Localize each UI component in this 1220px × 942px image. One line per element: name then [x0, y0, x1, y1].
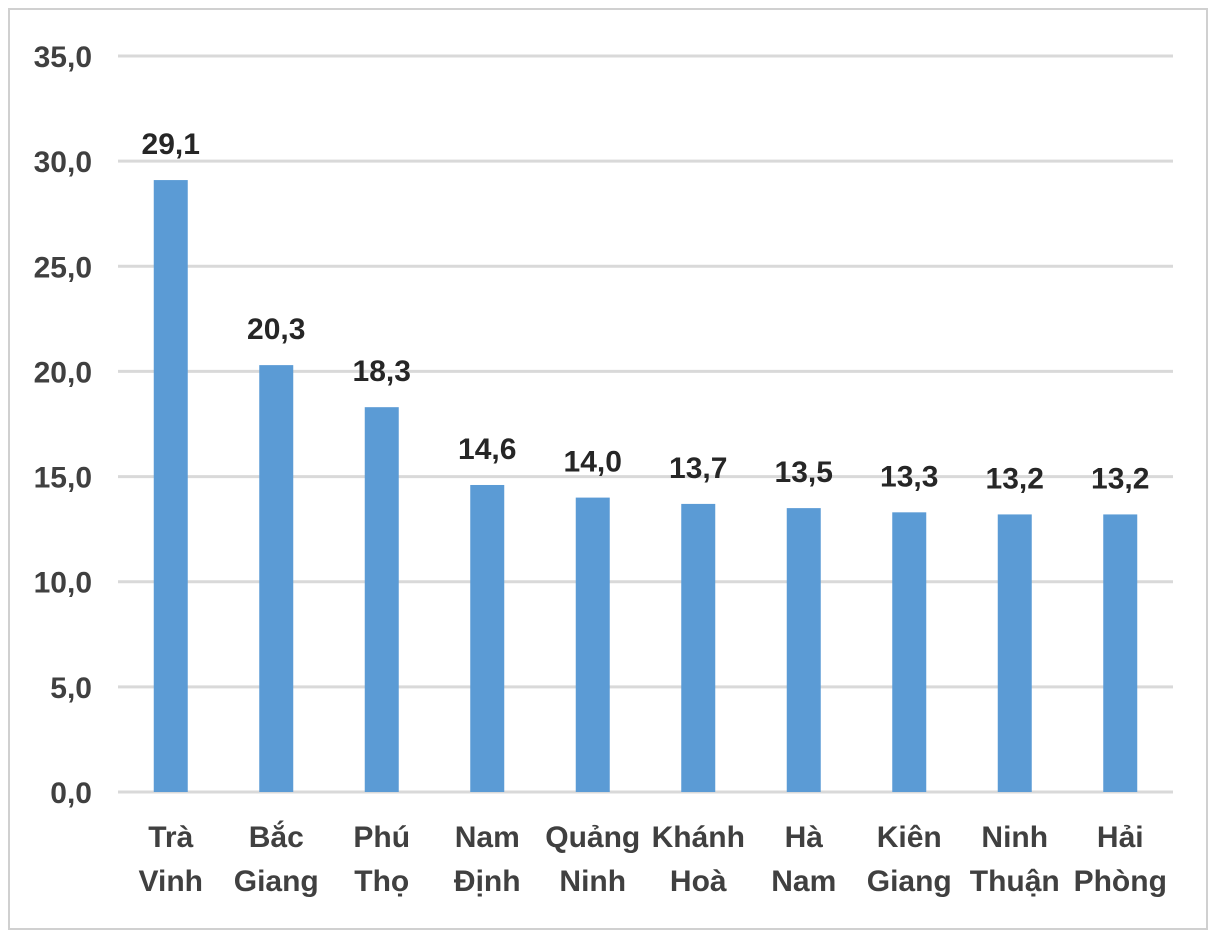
category-label: Kiên	[877, 821, 942, 854]
value-label: 14,0	[564, 446, 622, 479]
category-label: Trà	[148, 821, 193, 854]
category-label: Giang	[867, 865, 952, 898]
y-tick-label: 35,0	[34, 41, 92, 74]
category-label: Hoà	[670, 865, 727, 898]
bar	[1103, 514, 1138, 792]
category-labels: Trà Vinh Bắc Giang Phú Thọ Nam Định Quảng Ninh Khá…	[139, 820, 1167, 898]
y-axis-tick-labels: 0,0 5,0 10,0 15,0 20,0 25,0 30,0 35,0	[34, 41, 92, 810]
bar	[892, 512, 927, 792]
category-label: Vinh	[139, 865, 203, 898]
y-tick-label: 10,0	[34, 567, 92, 600]
category-label: Hà	[785, 821, 824, 854]
category-label: Phú	[353, 821, 410, 854]
category-label: Nam	[771, 865, 836, 898]
value-label: 20,3	[247, 313, 305, 346]
value-label: 14,6	[458, 433, 516, 466]
category-label: Ninh	[981, 821, 1048, 854]
value-label: 13,7	[669, 452, 727, 485]
bar	[575, 497, 610, 792]
bar	[364, 407, 399, 792]
gridlines	[118, 54, 1173, 794]
category-label: Quảng	[545, 821, 640, 854]
y-tick-label: 15,0	[34, 462, 92, 495]
category-label: Định	[454, 865, 521, 898]
bar	[153, 180, 188, 792]
category-label: Bắc	[249, 820, 304, 854]
category-label: Khánh	[652, 821, 745, 854]
value-label: 13,2	[1091, 462, 1149, 495]
y-tick-label: 30,0	[34, 146, 92, 179]
value-label: 13,5	[775, 456, 833, 489]
value-label: 18,3	[353, 355, 411, 388]
bars	[153, 180, 1138, 792]
value-label: 29,1	[142, 128, 200, 161]
category-label: Ninh	[559, 865, 626, 898]
y-tick-label: 5,0	[50, 672, 92, 705]
bar	[786, 508, 821, 792]
value-label: 13,3	[880, 460, 938, 493]
y-tick-label: 0,0	[50, 777, 92, 810]
category-label: Phòng	[1074, 865, 1167, 898]
bar	[259, 365, 294, 792]
category-label: Thuận	[970, 865, 1060, 898]
bar	[470, 484, 505, 792]
category-label: Hải	[1097, 821, 1144, 854]
category-label: Giang	[234, 865, 319, 898]
y-tick-label: 20,0	[34, 356, 92, 389]
category-label: Nam	[455, 821, 520, 854]
category-label: Thọ	[354, 865, 409, 898]
value-labels: 29,1 20,3 18,3 14,6 14,0 13,7 13,5 13,3 13,2 13,2	[142, 128, 1150, 495]
bar	[997, 514, 1032, 792]
y-tick-label: 25,0	[34, 251, 92, 284]
value-label: 13,2	[986, 462, 1044, 495]
bar	[681, 503, 716, 792]
